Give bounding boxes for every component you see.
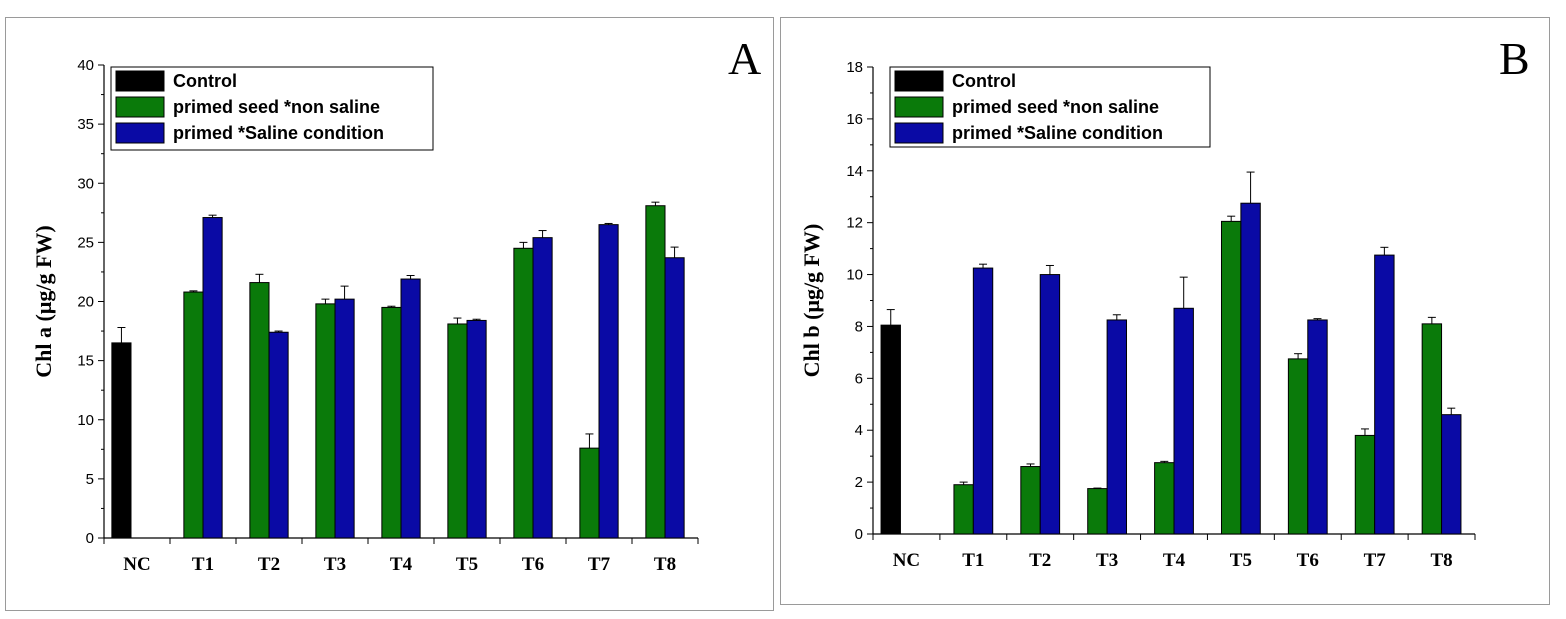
x-category-label: T5 <box>1230 550 1252 571</box>
x-category-label: T8 <box>654 554 676 575</box>
y-tick-label: 25 <box>77 234 94 251</box>
chart-panel-a: 0 5 10 15 20 25 30 35 40 NC T1 T2 T3 T4 T5 T6 T7 T8 Chl a … <box>5 17 774 611</box>
bar-t1-series-2 <box>202 217 223 539</box>
y-tick-label: 30 <box>77 175 94 192</box>
x-category-label: T2 <box>258 554 280 575</box>
bar-nc-series-0 <box>111 342 132 539</box>
bar-t7-series-1 <box>1354 434 1376 535</box>
legend-label: primed *Saline condition <box>952 123 1163 143</box>
chart-a-plot: 0 5 10 15 20 25 30 35 40 NC T1 T2 T3 T4 T5 T6 T7 T8 Chl a … <box>31 33 761 575</box>
x-category-label: T7 <box>1364 550 1387 571</box>
legend-label: Control <box>952 71 1016 91</box>
y-tick-label: 18 <box>846 59 863 76</box>
y-tick-label: 6 <box>855 370 863 387</box>
x-category-label: T4 <box>1163 550 1186 571</box>
bar-t2-series-2 <box>268 331 289 539</box>
bar-t4-series-2 <box>1173 307 1194 535</box>
bar-t8-series-1 <box>645 205 666 539</box>
y-tick-label: 5 <box>86 471 94 488</box>
y-tick-label: 12 <box>846 215 863 232</box>
bar-t3-series-1 <box>315 303 336 539</box>
legend-swatch <box>115 70 165 92</box>
panel-label: B <box>1499 33 1530 84</box>
y-axis-title: Chl b (μg/g FW) <box>799 224 824 378</box>
bar-t2-series-1 <box>1020 466 1041 535</box>
legend-swatch <box>115 96 165 118</box>
bar-t6-series-2 <box>1307 319 1328 535</box>
bar-t6-series-1 <box>1287 358 1309 535</box>
bar-t4-series-1 <box>1154 462 1175 535</box>
y-tick-label: 2 <box>855 474 863 491</box>
bar-t5-series-1 <box>1220 220 1242 535</box>
bar-t5-series-2 <box>1240 202 1261 535</box>
bar-t6-series-2 <box>532 237 553 539</box>
bar-t1-series-1 <box>953 484 974 535</box>
y-tick-label: 8 <box>855 318 863 335</box>
y-tick-label: 35 <box>77 116 94 133</box>
x-category-label: T3 <box>1096 550 1118 571</box>
legend-label: primed *Saline condition <box>173 123 384 143</box>
y-tick-label: 14 <box>846 163 863 180</box>
y-tick-label: 40 <box>77 57 94 74</box>
bar-t3-series-2 <box>334 298 355 539</box>
y-tick-label: 15 <box>77 353 94 370</box>
y-tick-label: 0 <box>855 526 863 543</box>
bar-t4-series-1 <box>381 306 402 539</box>
x-category-label: NC <box>123 554 150 575</box>
x-category-label: T5 <box>456 554 478 575</box>
bar-nc-series-0 <box>880 324 901 535</box>
bar-t5-series-1 <box>447 323 468 539</box>
y-tick-label: 4 <box>855 422 863 439</box>
x-category-label: T8 <box>1430 550 1452 571</box>
legend-swatch <box>894 70 944 92</box>
bar-t6-series-1 <box>513 247 534 539</box>
x-category-label: T1 <box>962 550 984 571</box>
bar-t8-series-1 <box>1421 323 1443 535</box>
legend-label: primed seed *non saline <box>952 97 1159 117</box>
bar-t1-series-1 <box>183 291 204 539</box>
legend-swatch <box>894 96 944 118</box>
y-axis-title: Chl a (μg/g FW) <box>31 225 56 377</box>
x-category-label: T6 <box>1297 550 1319 571</box>
legend-swatch <box>115 122 165 144</box>
bar-t7-series-2 <box>598 224 619 539</box>
bar-t3-series-2 <box>1106 319 1128 535</box>
bar-t4-series-2 <box>400 278 421 539</box>
x-category-label: T6 <box>522 554 544 575</box>
legend-label: Control <box>173 71 237 91</box>
legend-swatch <box>894 122 944 144</box>
x-category-label: NC <box>893 550 920 571</box>
y-tick-label: 10 <box>77 412 94 429</box>
y-tick-label: 10 <box>846 267 863 284</box>
y-tick-label: 16 <box>846 111 863 128</box>
bar-t5-series-2 <box>466 319 487 539</box>
y-tick-label: 0 <box>86 530 94 547</box>
bar-t3-series-1 <box>1087 488 1108 535</box>
x-category-label: T4 <box>390 554 413 575</box>
bar-t1-series-2 <box>972 267 994 535</box>
chart-b-plot: 0 2 4 6 8 10 12 14 16 18 NC T1 T2 T3 T4 T5 T6 T7 T8 Chl b (… <box>799 33 1530 571</box>
bar-t8-series-2 <box>1441 414 1462 535</box>
bar-t2-series-2 <box>1039 274 1061 535</box>
bar-t8-series-2 <box>664 257 685 539</box>
x-category-label: T3 <box>324 554 346 575</box>
chart-panel-b: 0 2 4 6 8 10 12 14 16 18 NC T1 T2 T3 T4 T5 T6 T7 T8 Chl b (… <box>780 17 1550 605</box>
bar-t7-series-1 <box>579 447 600 539</box>
x-category-label: T1 <box>192 554 214 575</box>
bar-t7-series-2 <box>1374 254 1395 535</box>
legend-label: primed seed *non saline <box>173 97 380 117</box>
bar-t2-series-1 <box>249 282 270 539</box>
panel-label: A <box>728 33 761 84</box>
legend-box <box>110 66 434 151</box>
x-category-label: T2 <box>1029 550 1051 571</box>
x-category-label: T7 <box>588 554 611 575</box>
y-tick-label: 20 <box>77 294 94 311</box>
